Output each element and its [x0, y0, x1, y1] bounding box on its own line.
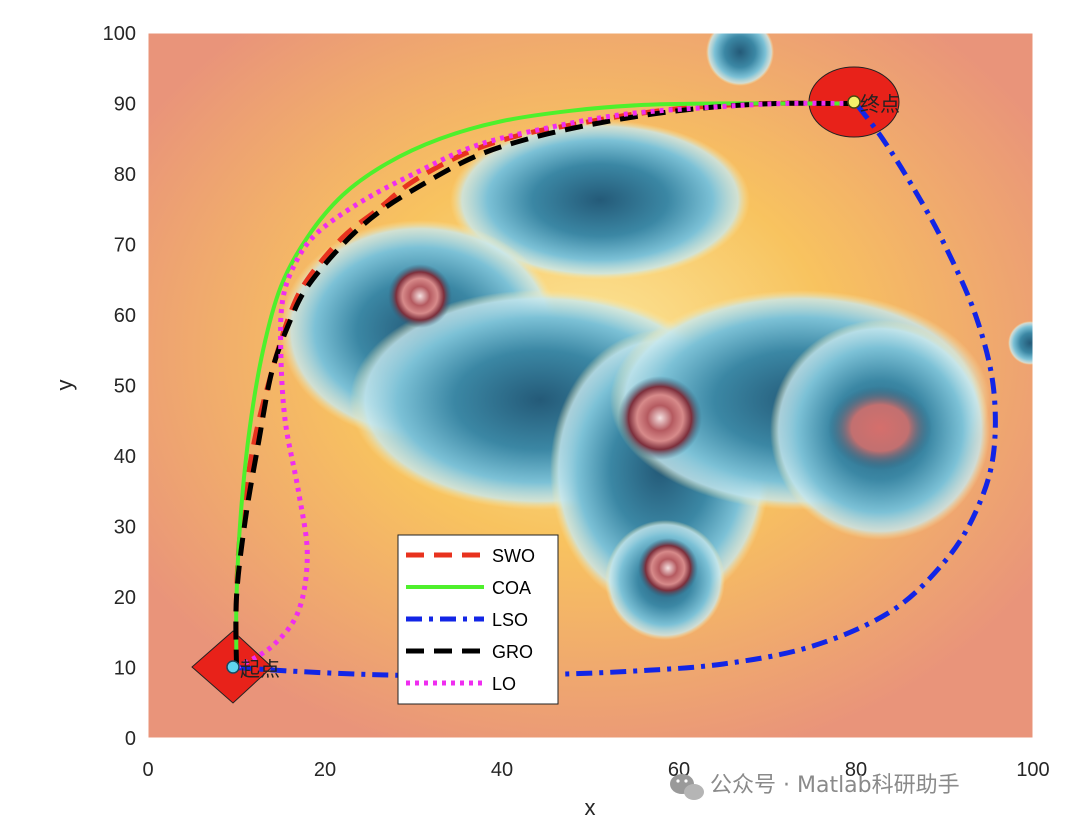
legend-label-lo: LO	[492, 674, 516, 694]
y-tick-label: 20	[114, 587, 136, 609]
potential-field-heatmap	[148, 33, 1033, 738]
series-line-coa	[234, 101, 856, 668]
x-tick-label: 100	[1016, 759, 1049, 781]
y-tick-label: 10	[114, 658, 136, 680]
y-tick-label: 0	[125, 728, 136, 750]
start-label: 起点	[240, 657, 280, 681]
y-tick-label: 70	[114, 235, 136, 257]
endpoint-dots: 起点 终点	[226, 92, 900, 681]
wechat-icon	[670, 774, 704, 800]
y-tick-label: 40	[114, 446, 136, 468]
x-tick-label: 0	[142, 759, 153, 781]
y-axis-label: y	[52, 380, 77, 391]
y-tick-label: 100	[103, 23, 136, 45]
y-tick-label: 60	[114, 305, 136, 327]
legend: SWO COA LSO GRO LO	[397, 534, 559, 705]
goal-label: 终点	[860, 92, 900, 116]
series-line-lo	[235, 100, 857, 670]
plot-area-frame	[147, 32, 1034, 739]
y-tick-label: 80	[114, 164, 136, 186]
y-tick-label: 30	[114, 517, 136, 539]
x-axis-label: x	[585, 795, 596, 820]
series-line-swo	[233, 100, 856, 668]
y-tick-label: 50	[114, 376, 136, 398]
goal-point-dot	[847, 95, 861, 109]
start-point-dot	[226, 660, 240, 674]
legend-label-swo: SWO	[492, 546, 535, 566]
x-tick-label: 20	[314, 759, 336, 781]
y-tick-label: 90	[114, 94, 136, 116]
watermark-text: 公众号 · Matlab科研助手	[710, 773, 960, 798]
legend-label-lso: LSO	[492, 610, 528, 630]
legend-label-gro: GRO	[492, 642, 533, 662]
x-tick-label: 80	[845, 759, 867, 781]
watermark: 公众号 · Matlab科研助手	[670, 773, 960, 800]
x-tick-label: 40	[491, 759, 513, 781]
legend-label-coa: COA	[492, 578, 531, 598]
